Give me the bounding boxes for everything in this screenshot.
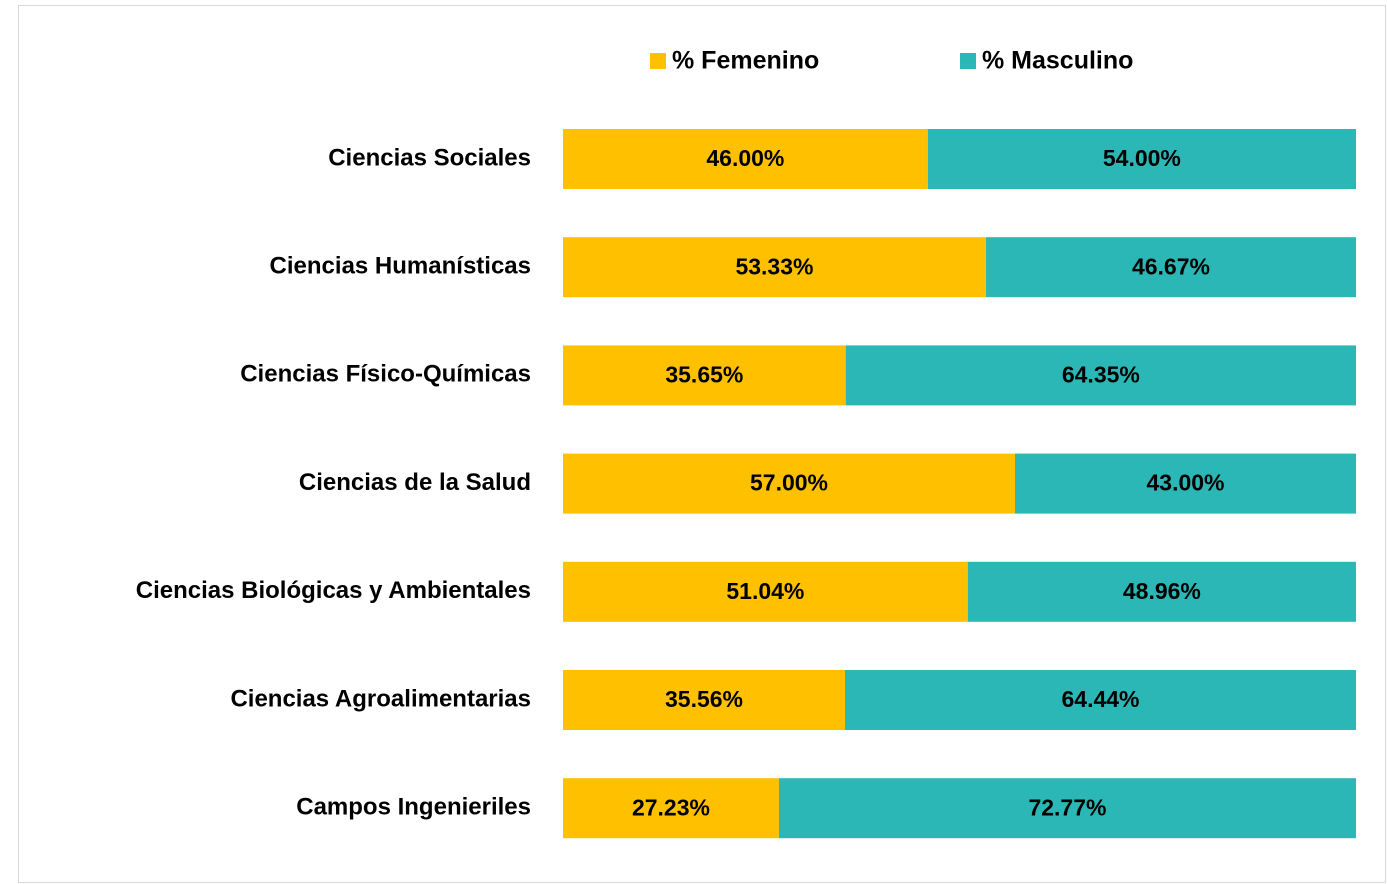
bar-segment <box>844 670 1356 730</box>
category-label: Campos Ingenieriles <box>296 794 531 821</box>
category-label: Ciencias de la Salud <box>299 469 531 496</box>
data-label: 35.65% <box>665 361 743 387</box>
category-label: Ciencias Sociales <box>328 144 531 171</box>
bar-segment <box>563 778 779 839</box>
category-label: Ciencias Biológicas y Ambientales <box>136 577 531 604</box>
category-label: Ciencias Humanísticas <box>270 253 531 280</box>
bar-segment <box>563 670 845 730</box>
bar-segment <box>778 778 1356 839</box>
bar-segment <box>927 129 1356 189</box>
bar-segment <box>563 345 846 406</box>
legend-swatch <box>960 53 976 69</box>
data-label: 35.56% <box>665 686 743 712</box>
data-label: 51.04% <box>726 578 804 604</box>
data-label: 46.67% <box>1132 253 1210 279</box>
data-label: 64.44% <box>1061 686 1139 712</box>
category-label: Ciencias Físico-Químicas <box>240 361 531 388</box>
data-label: 57.00% <box>750 470 828 496</box>
bar-segment <box>563 237 986 298</box>
data-label: 27.23% <box>632 794 710 820</box>
data-label: 64.35% <box>1062 361 1140 387</box>
bar-segment <box>1015 453 1356 514</box>
data-label: 43.00% <box>1146 470 1224 496</box>
bar-segment <box>563 129 928 189</box>
legend-label: % Femenino <box>672 47 819 75</box>
legend-swatch <box>650 53 666 69</box>
data-label: 46.00% <box>706 145 784 171</box>
bar-segment <box>967 561 1356 622</box>
data-label: 48.96% <box>1123 578 1201 604</box>
data-label: 72.77% <box>1028 794 1106 820</box>
category-label: Ciencias Agroalimentarias <box>230 685 531 712</box>
data-label: 54.00% <box>1103 145 1181 171</box>
bar-segment <box>563 453 1016 514</box>
bar-segment <box>563 561 968 622</box>
bar-segment <box>845 345 1356 406</box>
bar-segment <box>985 237 1356 298</box>
data-label: 53.33% <box>735 253 813 279</box>
legend-label: % Masculino <box>982 47 1133 75</box>
